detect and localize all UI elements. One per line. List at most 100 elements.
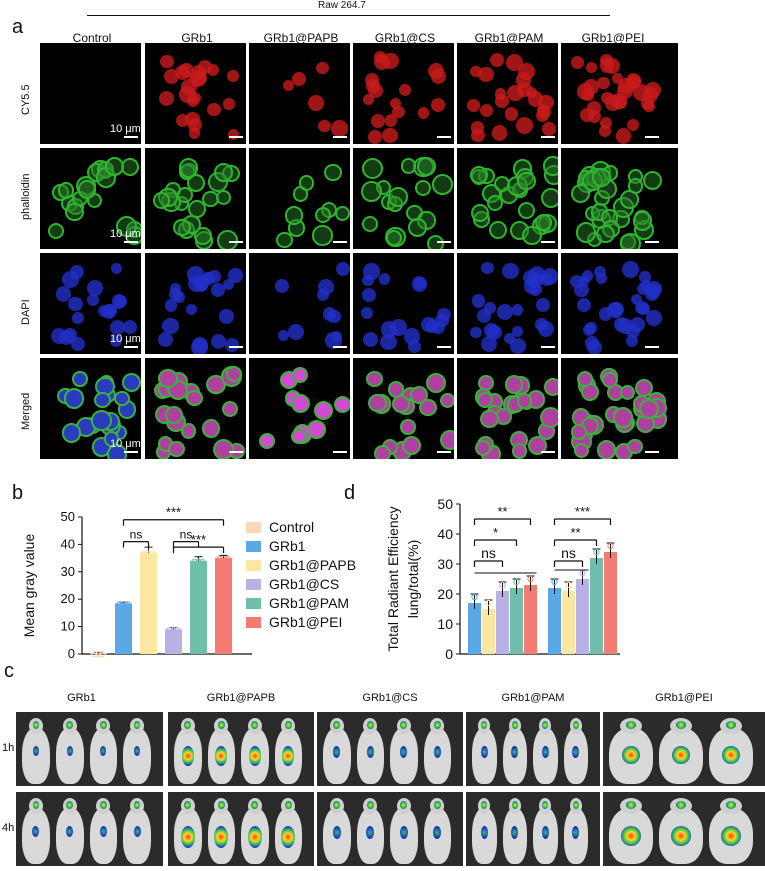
- cell: [577, 83, 594, 100]
- cell: [50, 327, 68, 345]
- cell: [541, 188, 558, 209]
- sig-1h-a-label: **: [497, 504, 507, 519]
- legend-label-5: GRb1@PEI: [269, 614, 342, 630]
- cell: [219, 309, 235, 324]
- cell: [470, 65, 482, 78]
- cell: [186, 304, 198, 316]
- data-point: [120, 601, 127, 608]
- mouse: [22, 728, 50, 784]
- lung-signal: [621, 826, 641, 846]
- cell: [186, 389, 203, 407]
- cell: [504, 375, 524, 394]
- micrograph-1-0: 10 μm: [40, 148, 141, 249]
- data-point: [145, 550, 152, 557]
- sig-1h-b-label: *: [493, 525, 498, 540]
- cell: [392, 105, 405, 119]
- head-signal: [542, 721, 549, 729]
- cell: [471, 294, 485, 308]
- micrograph-3-2: [249, 358, 350, 459]
- cell: [600, 117, 612, 129]
- micrograph-3-0: 10 μm: [40, 358, 141, 459]
- lung-signal: [541, 746, 549, 758]
- cell: [583, 324, 596, 336]
- cell: [379, 333, 397, 351]
- cell: [71, 337, 86, 351]
- head-signal: [284, 721, 292, 729]
- scale-bar: [124, 241, 138, 243]
- cell: [432, 174, 454, 196]
- cell: [598, 307, 613, 322]
- scale-bar: [333, 241, 347, 243]
- head-signal: [542, 801, 549, 809]
- scale-bar: [541, 346, 555, 348]
- bar-0-0: [468, 603, 481, 654]
- sig-4h-c-label: ns: [561, 545, 576, 561]
- head-signal: [32, 721, 40, 729]
- scale-bar: [645, 136, 659, 138]
- cell: [157, 368, 178, 389]
- head-signal: [366, 721, 374, 729]
- lung-signal: [480, 826, 488, 840]
- sig-bracket-1-label: ***: [166, 505, 181, 520]
- bar-3: [165, 629, 182, 654]
- cell: [178, 86, 196, 103]
- head-signal: [184, 801, 192, 809]
- cell: [575, 222, 597, 243]
- imaging-panel-0-0: [16, 712, 163, 786]
- head-signal: [572, 721, 579, 729]
- cell: [314, 206, 332, 224]
- cell: [497, 304, 513, 320]
- column-title-1: GRb1: [181, 31, 213, 45]
- head-signal: [725, 721, 737, 729]
- cell: [619, 233, 641, 249]
- bar-1-3: [590, 558, 603, 654]
- micrograph-3-3: [353, 358, 454, 459]
- cell: [110, 334, 122, 347]
- imaging-panel-2-1: [317, 792, 463, 866]
- cell: [336, 262, 350, 277]
- scale-bar: [541, 136, 555, 138]
- lung-signal: [32, 746, 39, 756]
- cell: [503, 332, 516, 345]
- cell: [596, 224, 615, 244]
- cell: [476, 392, 493, 409]
- cell: [470, 165, 489, 184]
- y-tick-label: 10: [61, 619, 75, 634]
- data-point: [607, 542, 614, 550]
- cell: [201, 272, 213, 284]
- cell: [602, 371, 619, 388]
- cell: [592, 168, 611, 187]
- data-point: [95, 651, 102, 658]
- bar-0-1: [482, 609, 495, 654]
- micrograph-2-0: 10 μm: [40, 253, 141, 354]
- micrograph-1-4: [457, 148, 558, 249]
- cell: [419, 398, 437, 417]
- cell: [284, 206, 304, 225]
- imaging-panel-2-0: [317, 712, 463, 786]
- bar-0-4: [524, 585, 537, 654]
- group-title-3: GRb1@PAM: [501, 692, 565, 704]
- cell: [408, 340, 421, 353]
- head-signal: [251, 801, 259, 809]
- head-signal: [284, 801, 292, 809]
- cell: [227, 70, 239, 82]
- micrograph-3-4: [457, 358, 558, 459]
- data-point: [195, 558, 202, 565]
- cell: [439, 430, 454, 451]
- data-point: [124, 601, 131, 608]
- cell: [494, 88, 506, 100]
- micrograph-0-2: [249, 43, 350, 144]
- group-title-2: GRb1@CS: [362, 692, 418, 704]
- micrograph-1-3: [353, 148, 454, 249]
- head-signal: [333, 721, 341, 729]
- micrograph-3-1: [145, 358, 246, 459]
- scale-bar: [229, 136, 243, 138]
- cell: [407, 217, 428, 238]
- cell: [414, 179, 431, 196]
- time-label-1: 4h: [2, 822, 15, 834]
- cell: [104, 157, 124, 177]
- cell: [103, 431, 120, 447]
- cell: [490, 52, 505, 67]
- lung-signal: [622, 746, 640, 764]
- imaging-panel-1-1: [168, 792, 314, 866]
